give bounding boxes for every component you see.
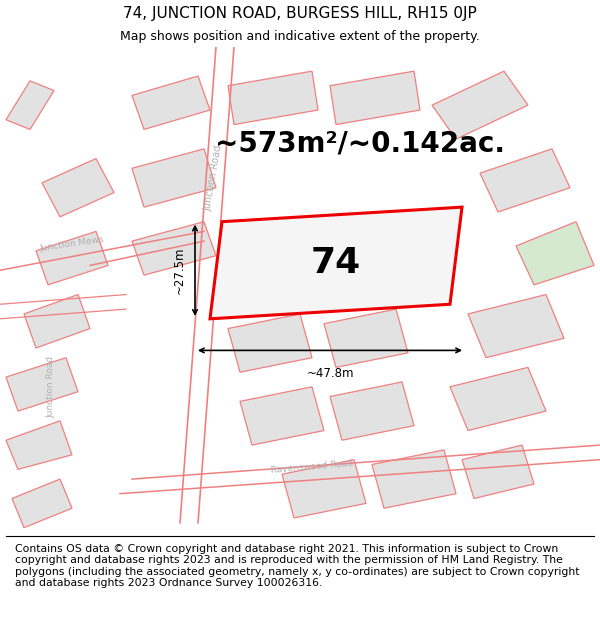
Polygon shape (372, 450, 456, 508)
Polygon shape (12, 479, 72, 528)
Polygon shape (330, 71, 420, 124)
Polygon shape (282, 459, 366, 518)
Polygon shape (228, 314, 312, 372)
Polygon shape (480, 149, 570, 212)
Polygon shape (468, 294, 564, 358)
Polygon shape (228, 71, 318, 124)
Text: 74, JUNCTION ROAD, BURGESS HILL, RH15 0JP: 74, JUNCTION ROAD, BURGESS HILL, RH15 0J… (123, 6, 477, 21)
Polygon shape (432, 71, 528, 139)
Polygon shape (6, 81, 54, 129)
Polygon shape (36, 231, 108, 285)
Text: Map shows position and indicative extent of the property.: Map shows position and indicative extent… (120, 30, 480, 43)
Polygon shape (450, 368, 546, 431)
Polygon shape (516, 222, 594, 285)
Polygon shape (324, 309, 408, 368)
Polygon shape (210, 207, 462, 319)
Polygon shape (6, 421, 72, 469)
Text: Junction Road: Junction Road (202, 144, 224, 212)
Polygon shape (132, 222, 216, 275)
Text: ~47.8m: ~47.8m (306, 368, 354, 381)
Polygon shape (240, 387, 324, 445)
Polygon shape (24, 294, 90, 348)
Text: Ravenswood Road: Ravenswood Road (271, 459, 353, 475)
Polygon shape (330, 382, 414, 440)
Text: Contains OS data © Crown copyright and database right 2021. This information is : Contains OS data © Crown copyright and d… (15, 544, 580, 588)
Polygon shape (132, 76, 210, 129)
Polygon shape (462, 445, 534, 499)
Text: ~573m²/~0.142ac.: ~573m²/~0.142ac. (215, 130, 505, 158)
Text: Junction Mews: Junction Mews (39, 234, 105, 253)
Text: Junction Road: Junction Road (47, 356, 56, 418)
Text: ~27.5m: ~27.5m (173, 246, 186, 294)
Polygon shape (6, 357, 78, 411)
Polygon shape (42, 159, 114, 217)
Text: 74: 74 (311, 246, 361, 280)
Polygon shape (132, 149, 216, 207)
